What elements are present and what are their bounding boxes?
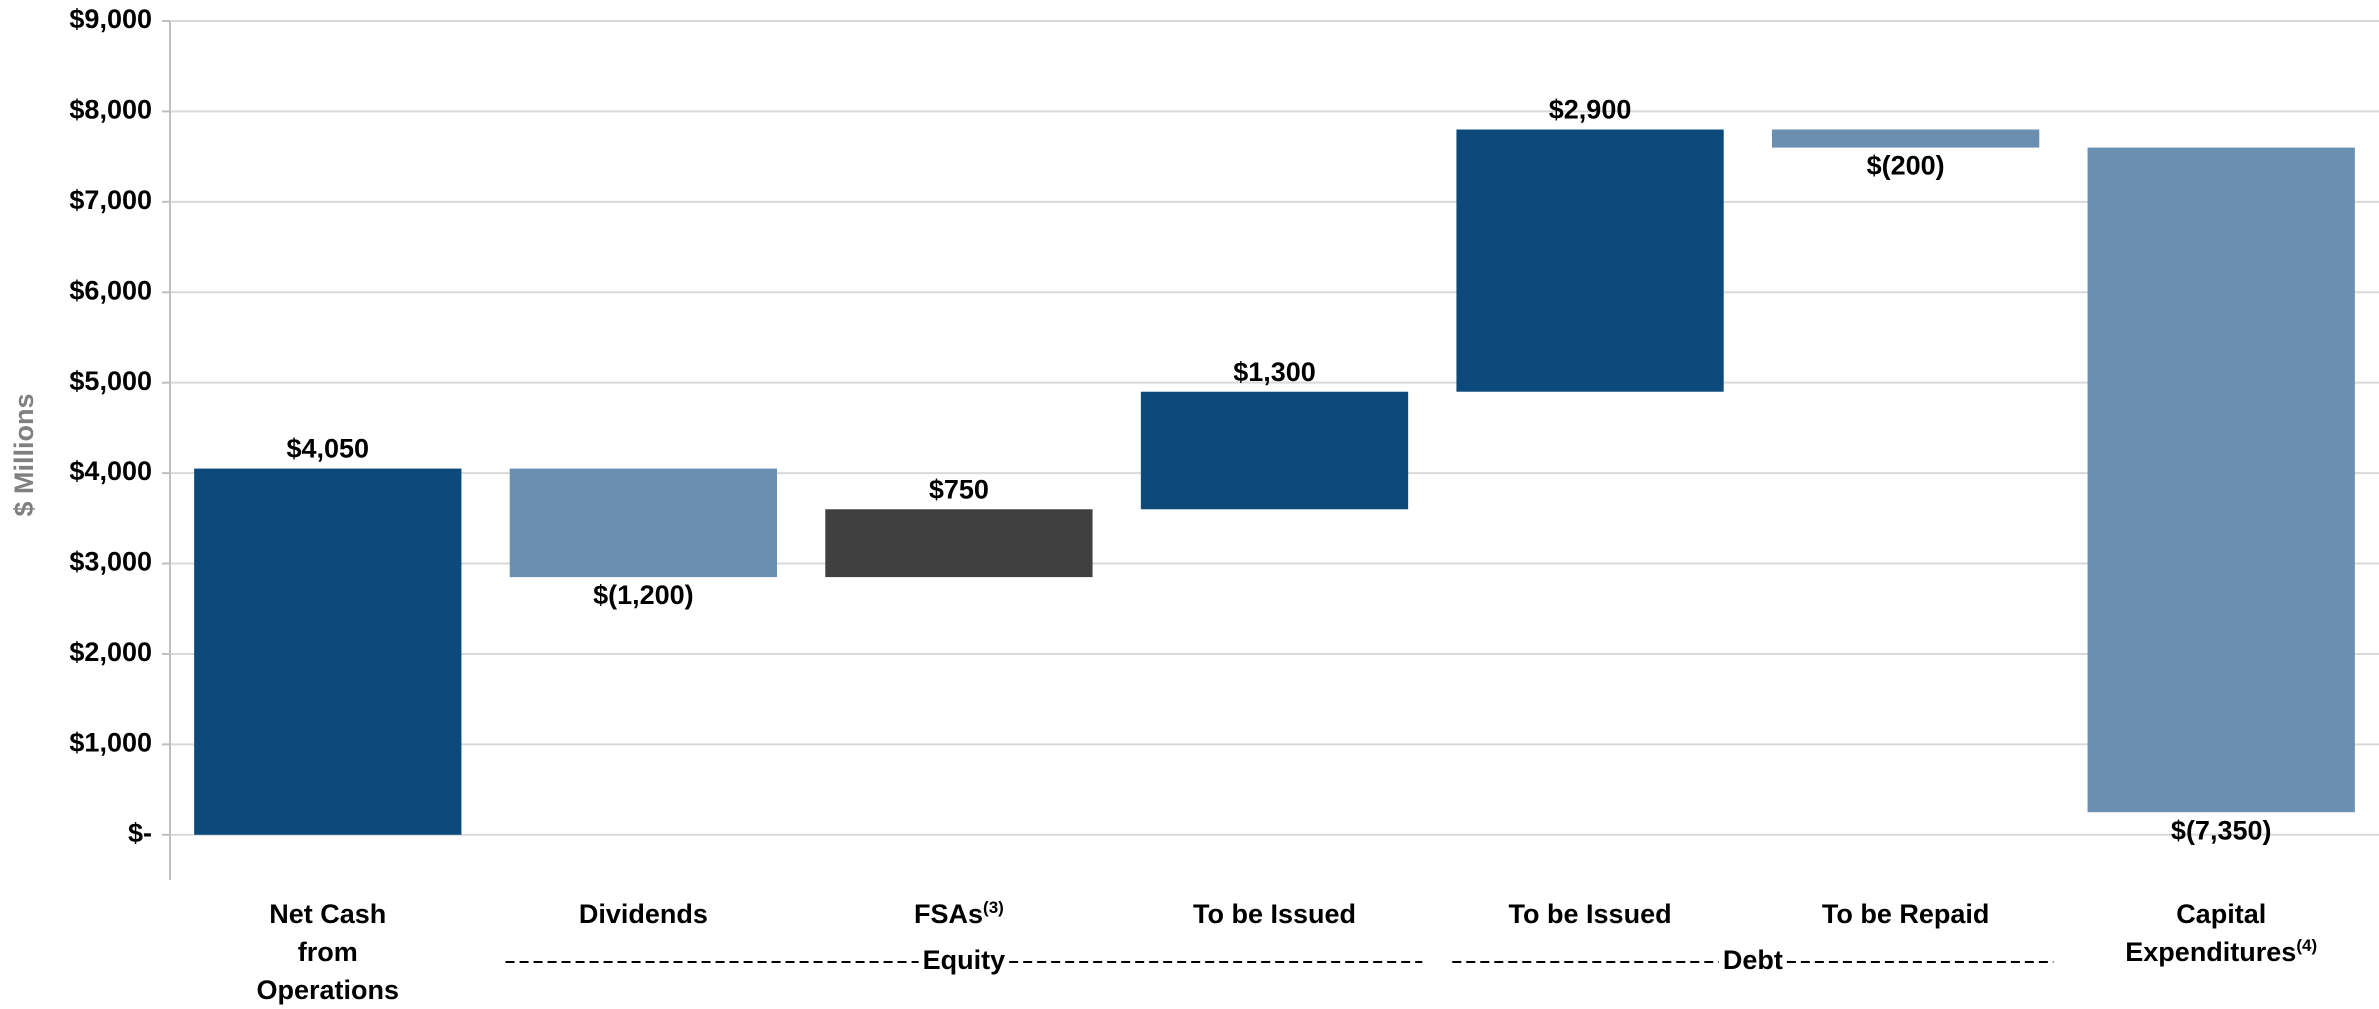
y-tick-label: $8,000 — [69, 95, 152, 125]
x-tick-text: To be Issued — [1508, 899, 1672, 929]
group-label: Debt — [1723, 945, 1783, 975]
y-tick-label: $5,000 — [69, 366, 152, 396]
group-label: Equity — [923, 945, 1006, 975]
value-label: $750 — [929, 474, 989, 504]
x-tick-text: Net Cash from Operations — [256, 899, 400, 1005]
x-tick-label: Net Cash from Operations — [170, 895, 486, 1009]
y-tick-label: $9,000 — [69, 4, 152, 34]
y-tick-label: $2,000 — [69, 637, 152, 667]
y-tick-label: $1,000 — [69, 727, 152, 757]
value-label: $1,300 — [1233, 357, 1316, 387]
value-label: $(200) — [1867, 151, 1945, 181]
value-label: $2,900 — [1549, 95, 1632, 125]
value-label: $(1,200) — [593, 580, 694, 610]
bar — [194, 468, 462, 835]
x-tick-label: Capital Expenditures(4) — [2063, 895, 2379, 971]
x-tick-text: To be Issued — [1192, 899, 1356, 929]
x-tick-text: FSAs — [914, 899, 984, 929]
x-tick-text: Dividends — [578, 899, 708, 929]
x-tick-text: Capital Expenditures — [2125, 899, 2297, 967]
y-tick-label: $- — [128, 818, 152, 848]
bar — [2087, 147, 2355, 813]
bar — [1771, 129, 2040, 148]
value-label: $4,050 — [286, 434, 369, 464]
bar — [825, 509, 1093, 578]
bar — [509, 468, 778, 578]
bar — [1140, 391, 1409, 510]
y-tick-label: $3,000 — [69, 547, 152, 577]
footnote-marker: (3) — [983, 898, 1004, 917]
y-axis-label: $ Millions — [9, 393, 39, 516]
x-tick-text: To be Repaid — [1821, 899, 1990, 929]
y-tick-label: $4,000 — [69, 456, 152, 486]
x-tick-label: Dividends — [486, 895, 802, 933]
footnote-marker: (4) — [2296, 936, 2318, 955]
bar — [1456, 129, 1724, 392]
x-tick-label: To be Issued — [1432, 895, 1748, 933]
x-tick-label: FSAs(3) — [801, 895, 1117, 933]
x-tick-label: To be Repaid — [1748, 895, 2064, 933]
value-label: $(7,350) — [2171, 815, 2272, 845]
x-tick-label: To be Issued — [1117, 895, 1433, 933]
y-tick-label: $7,000 — [69, 185, 152, 215]
y-tick-label: $6,000 — [69, 275, 152, 305]
